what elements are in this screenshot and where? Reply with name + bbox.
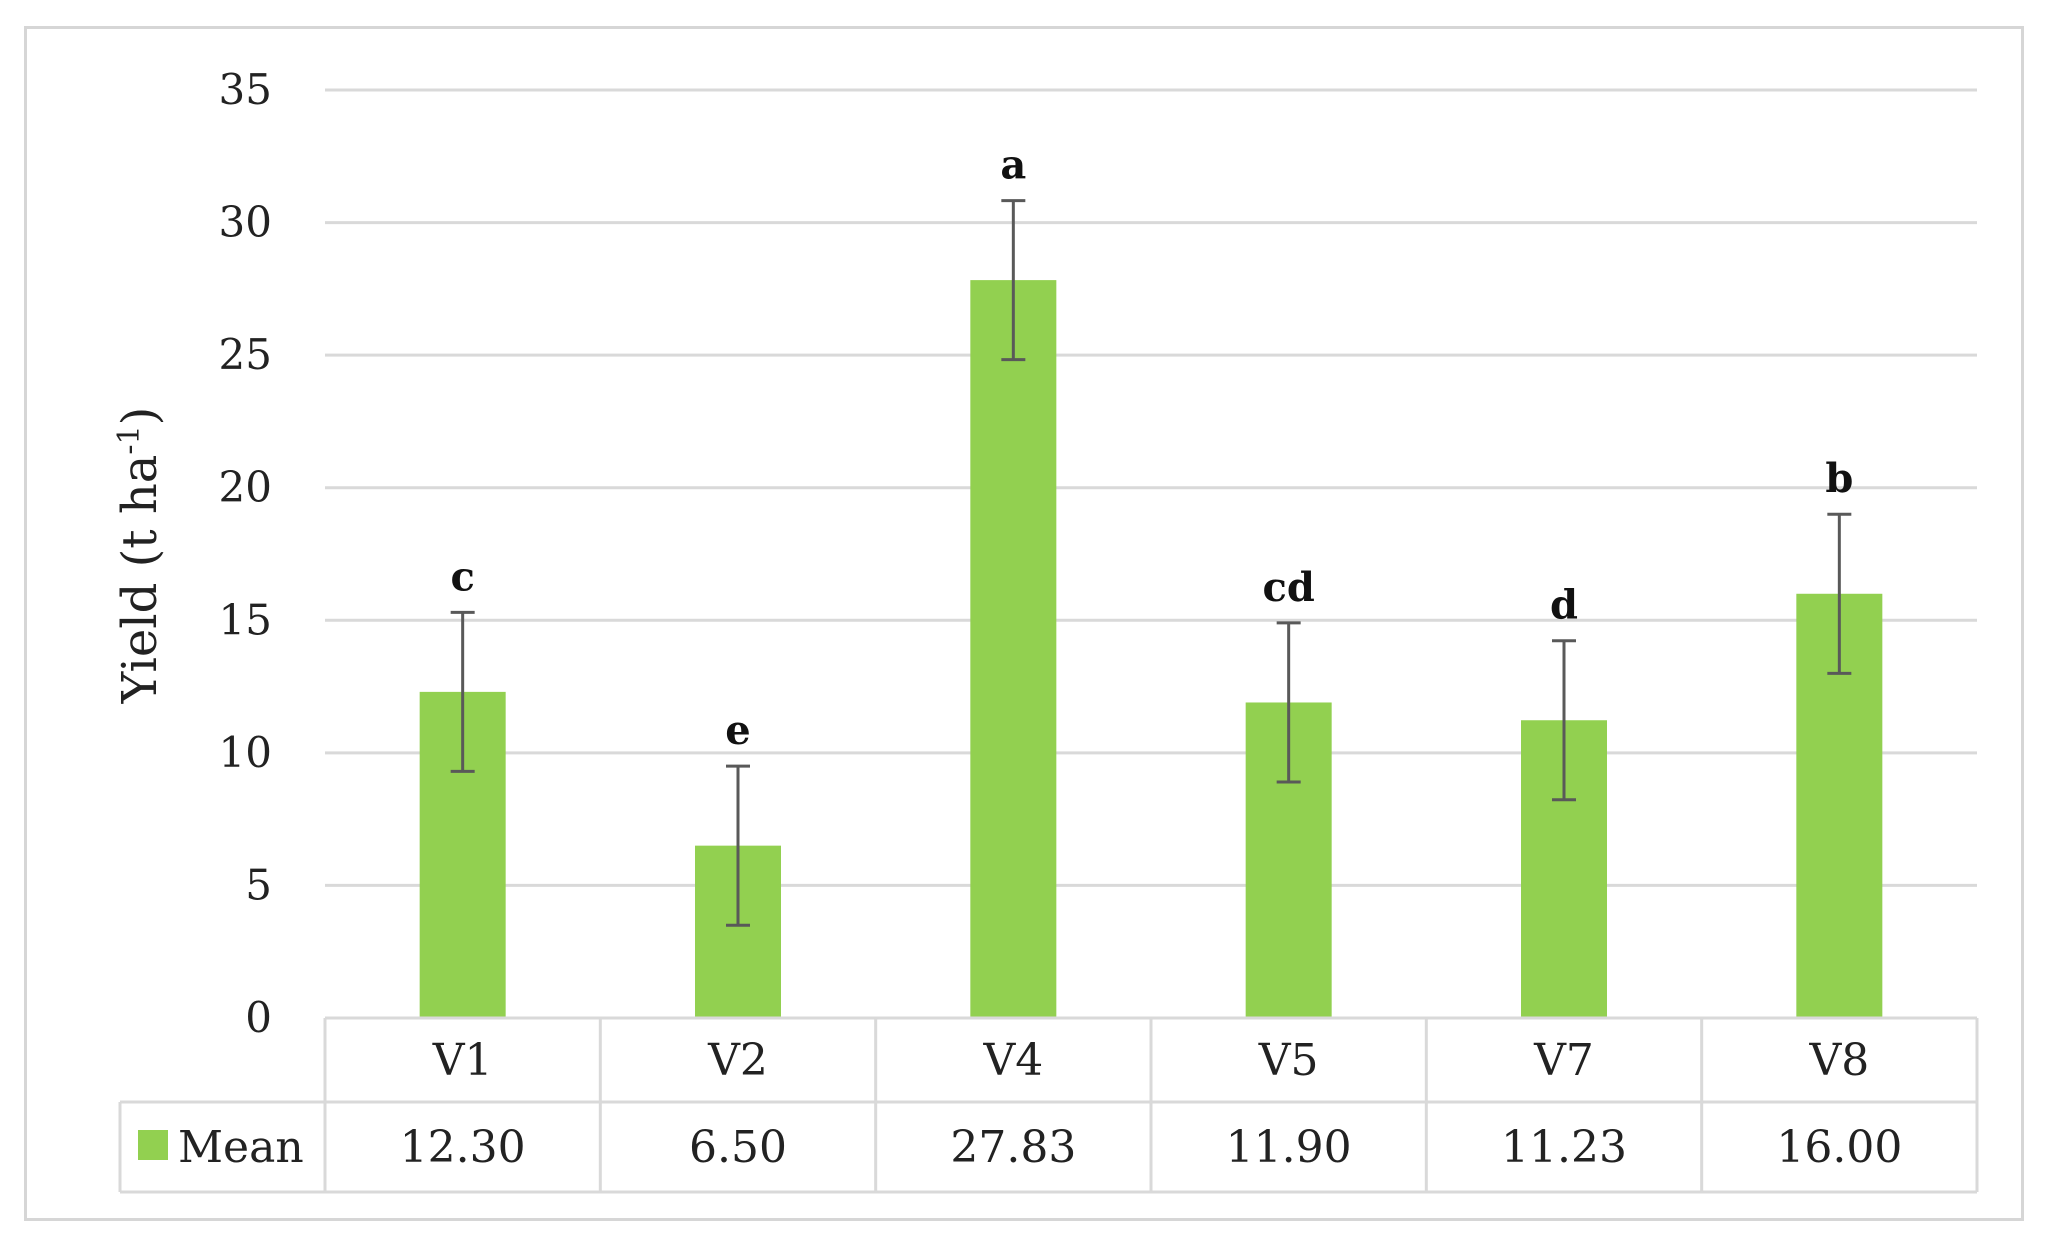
- y-tick-label: 0: [245, 993, 272, 1042]
- significance-label-v2: e: [725, 707, 750, 754]
- y-axis-title-close: ): [112, 407, 168, 426]
- table-value-label: 16.00: [1776, 1122, 1902, 1173]
- error-bar-v5: [1276, 621, 1301, 784]
- table-value-label: 11.23: [1501, 1122, 1627, 1173]
- y-axis-title-superscript: -1: [112, 425, 147, 454]
- significance-label-v7: d: [1550, 582, 1578, 629]
- error-bar-v8: [1827, 512, 1852, 675]
- y-tick-label: 10: [219, 728, 272, 777]
- error-bar-v2: [726, 764, 750, 927]
- error-bars: [450, 199, 1852, 927]
- bar-v4: [970, 280, 1057, 1018]
- category-label: V5: [1258, 1035, 1319, 1086]
- category-label: V4: [982, 1035, 1043, 1086]
- significance-label-v1: c: [450, 553, 474, 600]
- data-table: V1 12.30 V2 6.50 V4 27.83 V5 11.90 V7 11.23 V8 16.0…: [118, 1016, 1979, 1194]
- y-axis-ticks: 0 5 10 15 20 25 30 35: [219, 65, 272, 1042]
- significance-label-v4: a: [1000, 142, 1026, 189]
- table-value-label: 27.83: [950, 1122, 1076, 1173]
- table-value-label: 12.30: [400, 1122, 526, 1173]
- gridlines: [325, 88, 1977, 887]
- y-axis-title-main: Yield (t ha: [112, 455, 168, 705]
- error-bar-v7: [1552, 639, 1576, 802]
- significance-labels: c e a cd d b: [450, 142, 1853, 755]
- y-axis-title: Yield (t ha-1): [112, 407, 169, 705]
- significance-label-v8: b: [1825, 455, 1853, 502]
- category-label: V7: [1533, 1035, 1594, 1086]
- category-label: V1: [432, 1035, 493, 1086]
- y-tick-label: 30: [219, 198, 272, 247]
- error-bar-v4: [1001, 199, 1026, 362]
- table-value-label: 11.90: [1226, 1122, 1352, 1173]
- category-label: V2: [707, 1035, 768, 1086]
- y-tick-label: 15: [219, 595, 272, 644]
- y-tick-label: 25: [219, 330, 272, 379]
- legend-swatch-mean: [138, 1130, 168, 1160]
- category-label: V8: [1808, 1035, 1869, 1086]
- y-tick-label: 5: [245, 860, 272, 909]
- legend-label-mean: Mean: [178, 1122, 304, 1173]
- error-bar-v1: [450, 610, 475, 773]
- y-tick-label: 20: [219, 463, 272, 512]
- table-value-label: 6.50: [689, 1122, 787, 1173]
- y-tick-label: 35: [219, 65, 272, 114]
- bars: [419, 280, 1883, 1018]
- significance-label-v5: cd: [1263, 564, 1315, 611]
